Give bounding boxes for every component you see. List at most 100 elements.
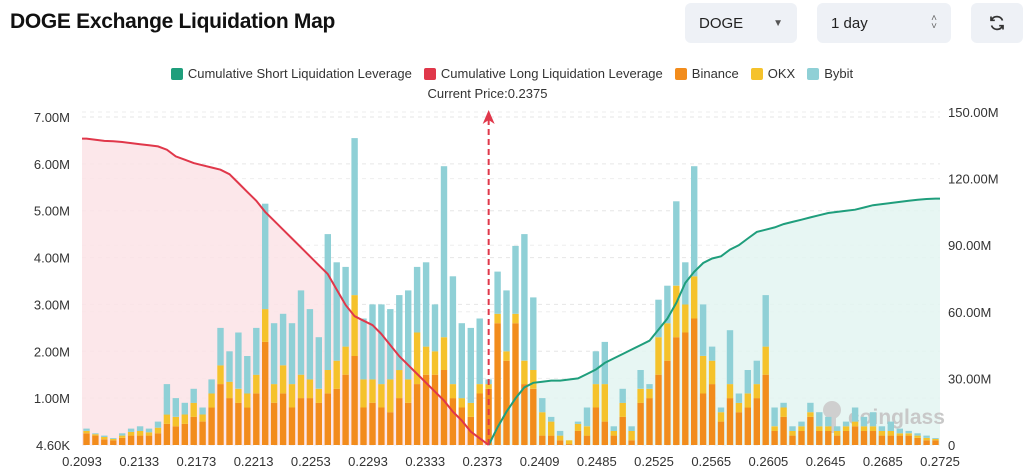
bar-okx <box>798 426 805 431</box>
bar-okx <box>521 360 528 385</box>
long-cumulative-line <box>82 137 490 446</box>
bar-binance <box>521 384 528 445</box>
time-range-select[interactable]: 1 day ˄ ˅ <box>817 3 951 43</box>
bar-binance <box>655 374 662 445</box>
bar-bybit <box>119 433 126 436</box>
x-tick-label: 0.2565 <box>691 454 731 469</box>
bar-binance <box>360 407 367 445</box>
bar-okx <box>646 388 653 399</box>
bar-bybit <box>628 426 635 431</box>
x-tick-label: 0.2525 <box>634 454 674 469</box>
bar-okx <box>932 438 939 441</box>
bar-binance <box>789 435 796 445</box>
bar-binance <box>306 398 314 445</box>
bar-binance <box>181 423 188 445</box>
legend-item[interactable]: Cumulative Long Liquidation Leverage <box>423 66 663 81</box>
bar-binance <box>101 439 108 445</box>
bar-binance <box>771 430 778 445</box>
bar-binance <box>369 402 376 445</box>
bar-bybit <box>834 426 841 431</box>
legend-item[interactable]: OKX <box>750 66 796 81</box>
bar-bybit <box>494 271 501 314</box>
x-tick-label: 0.2605 <box>749 454 789 469</box>
bar-okx <box>127 431 135 436</box>
bar-binance <box>503 360 510 445</box>
bar-bybit <box>842 421 850 427</box>
refresh-button[interactable] <box>971 3 1023 43</box>
bar-bybit <box>405 290 412 380</box>
legend-item[interactable]: Cumulative Short Liquidation Leverage <box>170 66 412 81</box>
bar-okx <box>360 379 367 408</box>
bar-okx <box>154 427 162 434</box>
bar-binance <box>235 402 242 445</box>
bar-binance <box>914 438 921 445</box>
x-tick-label: 0.2253 <box>291 454 331 469</box>
bar-bybit <box>235 332 242 389</box>
bar-bybit <box>780 402 787 408</box>
y-left-tick-label: 6.00M <box>34 157 70 172</box>
bar-bybit <box>181 402 188 415</box>
bar-okx <box>458 398 465 408</box>
x-tick-label: 0.2685 <box>863 454 903 469</box>
bar-okx <box>619 402 626 417</box>
bar-okx <box>476 384 483 394</box>
legend-swatch <box>750 67 763 80</box>
bar-binance <box>762 374 769 445</box>
bar-bybit <box>163 384 171 415</box>
bar-okx <box>583 426 591 436</box>
bar-okx <box>878 430 886 436</box>
bar-binance <box>279 393 287 445</box>
bar-okx <box>378 384 385 408</box>
y-left-tick-label: 7.00M <box>34 110 70 125</box>
bar-okx <box>816 426 823 431</box>
bar-okx <box>449 384 457 399</box>
bar-okx <box>628 430 635 441</box>
symbol-select[interactable]: DOGE ▼ <box>685 3 797 43</box>
bar-okx <box>181 414 188 424</box>
bar-okx <box>842 426 850 431</box>
bar-okx <box>324 370 331 394</box>
bar-binance <box>226 398 233 445</box>
legend-item[interactable]: Bybit <box>807 66 853 81</box>
bar-okx <box>101 437 108 440</box>
bar-okx <box>834 430 841 436</box>
bar-okx <box>288 384 296 408</box>
bar-bybit <box>619 388 626 403</box>
bar-binance <box>387 412 394 445</box>
legend-label: Binance <box>691 66 739 81</box>
bar-bybit <box>887 421 894 431</box>
legend-item[interactable]: Binance <box>674 66 739 81</box>
symbol-select-value: DOGE <box>699 14 744 32</box>
bar-bybit <box>333 262 340 361</box>
legend-label: OKX <box>767 66 796 81</box>
x-tick-label: 0.2485 <box>577 454 617 469</box>
bar-bybit <box>208 379 215 394</box>
bar-bybit <box>744 370 751 394</box>
bar-okx <box>351 295 358 356</box>
bar-okx <box>914 435 921 438</box>
bar-binance <box>172 426 179 445</box>
bar-okx <box>905 433 912 436</box>
bar-okx <box>923 438 930 441</box>
coinglass-logo-icon <box>828 415 836 433</box>
bar-bybit <box>127 428 135 432</box>
bar-bybit <box>101 435 108 437</box>
up-down-chevron-icon: ˄ ˅ <box>931 13 937 32</box>
bar-okx <box>601 384 608 422</box>
bar-okx <box>565 440 573 444</box>
bar-okx <box>664 323 671 361</box>
bar-okx <box>226 381 233 399</box>
bar-binance <box>851 426 859 445</box>
bar-okx <box>333 360 340 389</box>
bar-binance <box>119 438 126 445</box>
bar-bybit <box>503 290 510 352</box>
bar-binance <box>860 430 868 445</box>
bar-bybit <box>530 297 537 370</box>
bar-binance <box>208 407 215 445</box>
bar-bybit <box>262 203 269 310</box>
y-right-tick-label: 120.00M <box>948 172 999 187</box>
bar-binance <box>878 435 886 445</box>
bar-binance <box>449 398 457 445</box>
bar-okx <box>369 379 376 403</box>
